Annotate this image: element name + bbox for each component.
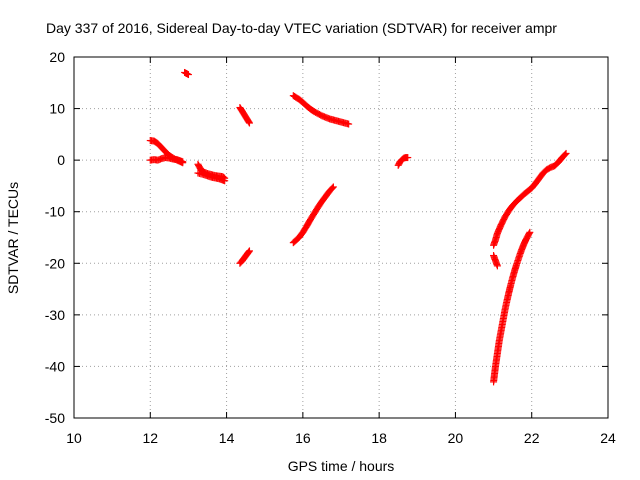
y-tick-label: -40 bbox=[45, 358, 65, 374]
data-point bbox=[493, 262, 501, 270]
data-points bbox=[146, 68, 570, 386]
y-tick-label: -30 bbox=[45, 307, 65, 323]
data-point bbox=[179, 158, 187, 166]
y-tick-label: -50 bbox=[45, 410, 65, 426]
data-point bbox=[525, 230, 533, 238]
x-tick-label: 14 bbox=[219, 430, 235, 446]
data-point bbox=[244, 249, 252, 257]
x-tick-label: 22 bbox=[524, 430, 540, 446]
x-tick-label: 24 bbox=[600, 430, 616, 446]
x-axis: 10 12 14 16 18 20 22 24 bbox=[66, 57, 616, 446]
data-point bbox=[329, 183, 337, 191]
x-tick-label: 20 bbox=[448, 430, 464, 446]
data-point bbox=[404, 154, 412, 162]
data-point bbox=[561, 150, 569, 158]
y-tick-label: 0 bbox=[57, 152, 65, 168]
data-point bbox=[221, 177, 229, 185]
data-point bbox=[562, 149, 570, 157]
plot-frame bbox=[73, 56, 609, 419]
y-tick-label: -20 bbox=[45, 255, 65, 271]
y-tick-label: 10 bbox=[49, 101, 65, 117]
data-point bbox=[245, 119, 253, 127]
data-point bbox=[345, 120, 353, 128]
y-tick-label: -10 bbox=[45, 204, 65, 220]
data-point bbox=[328, 184, 336, 192]
x-tick-label: 16 bbox=[295, 430, 311, 446]
x-tick-label: 18 bbox=[371, 430, 387, 446]
y-tick-label: 20 bbox=[49, 49, 65, 65]
x-axis-label: GPS time / hours bbox=[288, 458, 395, 474]
data-point bbox=[245, 118, 253, 126]
data-point bbox=[245, 247, 253, 255]
x-tick-label: 12 bbox=[142, 430, 158, 446]
data-point bbox=[245, 248, 253, 256]
chart-title: Day 337 of 2016, Sidereal Day-to-day VTE… bbox=[46, 20, 557, 36]
data-point bbox=[184, 71, 192, 79]
y-axis: -50 -40 -30 -20 -10 0 10 20 bbox=[45, 49, 608, 426]
y-axis-label: SDTVAR / TECUs bbox=[5, 182, 21, 294]
data-point bbox=[526, 228, 534, 236]
x-tick-label: 10 bbox=[66, 430, 82, 446]
